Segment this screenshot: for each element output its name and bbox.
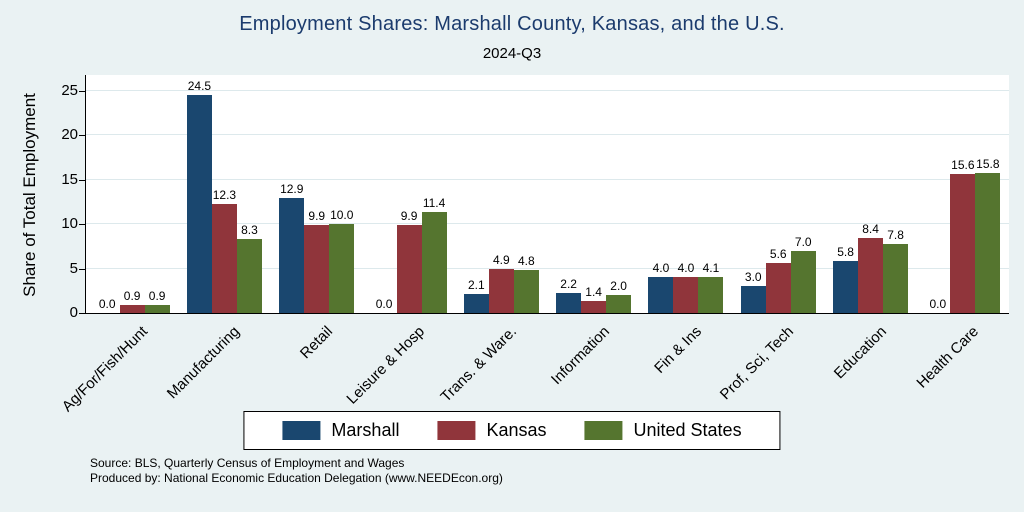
bar-value-label: 4.8 bbox=[518, 254, 535, 268]
bar-value-label: 11.4 bbox=[422, 196, 446, 210]
bar-value-label: 8.3 bbox=[241, 223, 258, 237]
x-category-label: Health Care bbox=[913, 323, 982, 392]
gridline bbox=[86, 90, 1009, 91]
y-tick-mark bbox=[79, 313, 85, 314]
bar-value-label: 2.1 bbox=[468, 278, 485, 292]
bar-value-label: 12.3 bbox=[212, 188, 237, 202]
bar-kansas bbox=[765, 263, 791, 313]
bar-marshall bbox=[740, 286, 766, 313]
bar-kansas bbox=[488, 269, 514, 313]
bar-value-label: 3.0 bbox=[744, 270, 762, 284]
y-tick-label: 15 bbox=[61, 170, 78, 188]
bar-value-label: 0.0 bbox=[375, 297, 393, 311]
y-tick-mark bbox=[79, 268, 85, 270]
x-category-label: Prof, Sci, Tech bbox=[717, 323, 798, 404]
source-notes: Source: BLS, Quarterly Census of Employm… bbox=[90, 456, 503, 486]
bar-marshall bbox=[648, 277, 674, 313]
bar-united-states bbox=[698, 277, 724, 313]
bar-value-label: 4.9 bbox=[493, 253, 510, 267]
bar-marshall bbox=[279, 198, 305, 313]
chart-subtitle: 2024-Q3 bbox=[482, 45, 542, 62]
bar-united-states bbox=[236, 239, 262, 313]
bar-marshall bbox=[186, 95, 212, 313]
bar-value-label: 9.9 bbox=[400, 209, 418, 223]
bar-united-states bbox=[883, 244, 909, 313]
legend-item-kansas: Kansas bbox=[437, 420, 547, 441]
bar-value-label: 0.0 bbox=[929, 297, 947, 311]
bar-united-states bbox=[606, 295, 632, 313]
y-tick-label: 20 bbox=[61, 126, 78, 144]
bar-value-label: 0.9 bbox=[148, 289, 166, 303]
bar-value-label: 12.9 bbox=[280, 182, 304, 196]
y-tick-label: 10 bbox=[61, 215, 78, 233]
y-tick-mark bbox=[79, 91, 85, 92]
source-line: Source: BLS, Quarterly Census of Employm… bbox=[90, 456, 405, 470]
bar-value-label: 1.4 bbox=[585, 285, 602, 299]
legend-label-kansas: Kansas bbox=[486, 420, 547, 440]
x-category-label: Education bbox=[830, 323, 890, 383]
bar-value-label: 9.9 bbox=[308, 209, 326, 223]
bar-kansas bbox=[211, 204, 237, 313]
bar-value-label: 8.4 bbox=[862, 222, 879, 236]
bar-marshall bbox=[463, 294, 489, 313]
bar-value-label: 2.2 bbox=[560, 277, 577, 291]
legend-item-united-states: United States bbox=[584, 420, 742, 441]
legend-item-marshall: Marshall bbox=[282, 420, 399, 441]
bar-value-label: 15.6 bbox=[951, 158, 975, 172]
bar-kansas bbox=[581, 301, 607, 313]
bar-value-label: 7.0 bbox=[794, 235, 812, 249]
bar-kansas bbox=[396, 225, 422, 313]
bar-value-label: 15.8 bbox=[976, 157, 1000, 171]
y-tick-label: 25 bbox=[61, 82, 78, 99]
legend-swatch-united-states bbox=[584, 421, 623, 440]
bar-united-states bbox=[975, 173, 1001, 313]
bar-value-label: 7.8 bbox=[887, 228, 904, 242]
bar-value-label: 4.0 bbox=[652, 261, 670, 275]
bar-value-label: 5.6 bbox=[769, 247, 787, 261]
bar-value-label: 0.9 bbox=[123, 289, 141, 303]
y-tick-label: 0 bbox=[69, 304, 78, 321]
bar-united-states bbox=[790, 251, 816, 313]
bar-kansas bbox=[304, 225, 330, 313]
bar-kansas bbox=[673, 277, 699, 313]
bar-kansas bbox=[858, 238, 884, 313]
legend-label-marshall: Marshall bbox=[331, 420, 400, 440]
y-tick-mark bbox=[79, 179, 85, 181]
y-tick-label: 5 bbox=[69, 259, 78, 277]
x-category-label: Fin & Ins bbox=[651, 323, 705, 377]
bar-marshall bbox=[833, 261, 859, 313]
gridline bbox=[86, 267, 1009, 269]
bar-kansas bbox=[950, 174, 976, 313]
bar-kansas bbox=[119, 305, 145, 313]
plot-area: 0.0 0.9 0.9 24.5 12.3 8.3 12.9 9.9 10.0 0.0 9.9 11.… bbox=[85, 75, 1009, 314]
bar-united-states bbox=[513, 270, 539, 313]
gridline bbox=[86, 178, 1009, 180]
bar-value-label: 4.0 bbox=[677, 261, 695, 275]
bar-united-states bbox=[144, 305, 170, 313]
bar-marshall bbox=[556, 293, 582, 313]
bar-value-label: 5.8 bbox=[837, 245, 854, 259]
legend: Marshall Kansas United States bbox=[243, 411, 781, 450]
bar-value-label: 24.5 bbox=[187, 79, 212, 93]
gridline bbox=[86, 134, 1009, 136]
legend-label-united-states: United States bbox=[633, 420, 742, 440]
y-tick-mark bbox=[79, 135, 85, 137]
bar-united-states bbox=[329, 224, 355, 313]
bar-value-label: 10.0 bbox=[330, 208, 354, 222]
bar-value-label: 0.0 bbox=[98, 297, 116, 311]
legend-swatch-marshall bbox=[282, 421, 321, 440]
chart-title: Employment Shares: Marshall County, Kans… bbox=[239, 13, 785, 35]
bar-value-label: 2.0 bbox=[610, 279, 627, 293]
gridline bbox=[86, 223, 1009, 225]
bar-united-states bbox=[421, 212, 447, 313]
y-tick-mark bbox=[79, 224, 85, 226]
bar-value-label: 4.1 bbox=[702, 261, 720, 275]
produced-by-line: Produced by: National Economic Education… bbox=[90, 471, 503, 485]
x-category-label: Information bbox=[547, 323, 613, 389]
legend-swatch-kansas bbox=[437, 421, 476, 440]
